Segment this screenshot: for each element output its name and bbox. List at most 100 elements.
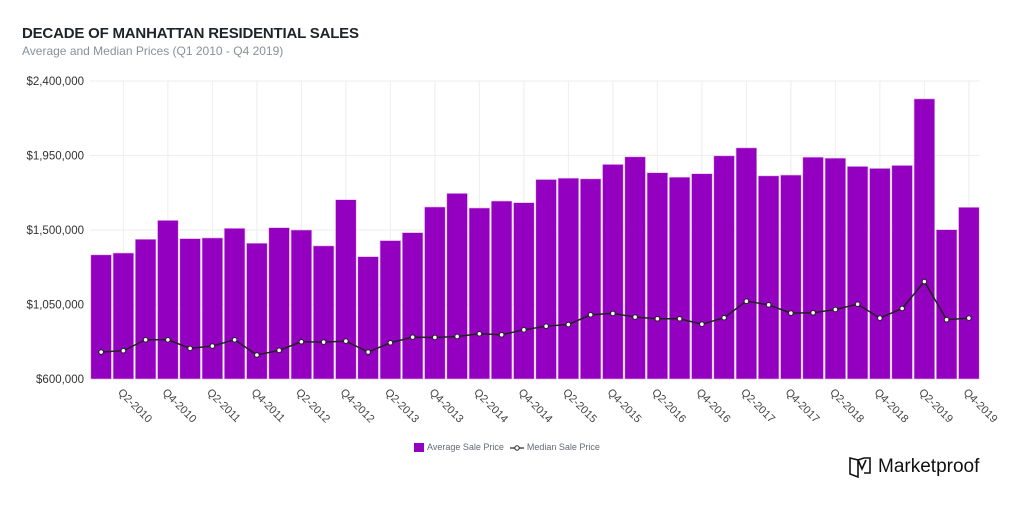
point-median-sale-price xyxy=(165,336,171,343)
x-tick-label: Q4-2018 xyxy=(872,387,911,426)
chart-plot: $600,000 $1,050,000 $1,500,000 $1,950,000 $2… xyxy=(26,76,1000,426)
bar-average-sale-price xyxy=(224,228,246,380)
bar-average-sale-price xyxy=(557,177,579,380)
point-median-sale-price xyxy=(142,336,149,343)
y-tick-label: $1,950,000 xyxy=(26,151,84,163)
point-median-sale-price xyxy=(721,314,727,321)
bar-average-sale-price xyxy=(401,232,424,380)
point-median-sale-price xyxy=(676,315,683,322)
point-median-sale-price xyxy=(387,339,394,346)
bar-average-sale-price xyxy=(335,199,357,380)
bar-average-sale-price xyxy=(802,156,824,380)
bar-average-sale-price xyxy=(135,238,157,380)
line-median-sale-price xyxy=(101,280,969,356)
y-tick-label: $2,400,000 xyxy=(26,76,84,88)
x-tick-label: Q2-2011 xyxy=(204,387,242,425)
chart-subtitle: Average and Median Prices (Q1 2010 - Q4 … xyxy=(22,44,284,58)
point-median-sale-price xyxy=(966,315,972,321)
bar-average-sale-price xyxy=(846,166,869,380)
bar-average-sale-price xyxy=(646,172,668,380)
point-median-sale-price xyxy=(899,305,905,312)
bar-average-sale-price xyxy=(713,155,735,380)
bar-average-sale-price xyxy=(268,227,290,380)
bar-average-sale-price xyxy=(290,229,312,380)
bar-average-sale-price xyxy=(201,237,224,380)
point-median-sale-price xyxy=(521,327,527,333)
x-tick-label: Q4-2019 xyxy=(961,387,1000,426)
y-tick-label: $1,500,000 xyxy=(26,225,84,237)
point-median-sale-price xyxy=(120,347,127,354)
bar-average-sale-price xyxy=(780,174,802,380)
bar-average-sale-price xyxy=(757,175,780,380)
point-median-sale-price xyxy=(454,333,460,340)
bar-average-sale-price xyxy=(468,207,490,380)
point-median-sale-price xyxy=(320,339,327,345)
point-median-sale-price xyxy=(765,302,772,308)
point-median-sale-price xyxy=(498,331,505,338)
legend-label: Average Sale Price xyxy=(427,442,504,452)
point-median-sale-price xyxy=(343,338,349,344)
y-tick-label: $600,000 xyxy=(36,374,84,386)
bar-average-sale-price xyxy=(513,202,535,380)
bar-average-sale-price xyxy=(958,207,980,380)
point-median-sale-price xyxy=(632,314,638,320)
x-tick-label: Q2-2017 xyxy=(738,387,777,426)
point-median-sale-price xyxy=(832,306,839,313)
x-tick-label: Q2-2015 xyxy=(560,387,599,426)
legend: Average Sale Price Median Sale Price xyxy=(414,442,600,453)
bar-average-sale-price xyxy=(157,220,179,380)
point-median-sale-price xyxy=(409,334,416,340)
bar-average-sale-price xyxy=(913,98,935,380)
bar-average-sale-price xyxy=(535,179,557,380)
x-tick-label: Q4-2015 xyxy=(605,387,644,426)
bar-average-sale-price xyxy=(312,245,335,380)
x-tick-label: Q2-2016 xyxy=(649,387,688,426)
legend-label: Median Sale Price xyxy=(526,442,600,453)
bar-average-sale-price xyxy=(424,206,446,380)
legend-swatch-bar-icon xyxy=(414,443,424,453)
bar-average-sale-price xyxy=(869,168,891,380)
x-tick-label: Q2-2012 xyxy=(293,387,332,426)
x-tick-label: Q4-2011 xyxy=(249,387,287,425)
point-median-sale-price xyxy=(543,323,549,329)
logo-text: Marketproof xyxy=(878,456,980,477)
point-median-sale-price xyxy=(788,310,794,316)
bar-average-sale-price xyxy=(891,165,913,380)
point-median-sale-price xyxy=(854,301,861,307)
point-median-sale-price xyxy=(565,321,572,328)
point-median-sale-price xyxy=(699,321,705,328)
bar-average-sale-price xyxy=(246,242,268,380)
point-median-sale-price xyxy=(476,331,483,337)
x-tick-label: Q2-2019 xyxy=(916,387,955,426)
bar-average-sale-price xyxy=(735,147,757,380)
bar-average-sale-price xyxy=(357,256,379,380)
bar-average-sale-price xyxy=(179,238,201,380)
point-median-sale-price xyxy=(365,349,371,355)
x-tick-label: Q4-2010 xyxy=(160,387,199,426)
legend-item-average[interactable]: Average Sale Price xyxy=(414,442,504,453)
point-median-sale-price xyxy=(943,316,950,323)
legend-item-median[interactable]: Median Sale Price xyxy=(509,442,600,453)
point-median-sale-price xyxy=(654,315,661,322)
point-median-sale-price xyxy=(743,298,750,304)
x-tick-label: Q4-2016 xyxy=(694,387,733,426)
point-median-sale-price xyxy=(98,349,104,355)
x-tick-label: Q2-2010 xyxy=(115,387,154,426)
x-tick-label: Q2-2018 xyxy=(827,387,866,426)
bar-average-sale-price xyxy=(935,229,958,380)
point-median-sale-price xyxy=(276,347,282,354)
x-tick-label: Q2-2013 xyxy=(382,387,421,426)
bar-average-sale-price xyxy=(379,240,401,380)
point-median-sale-price xyxy=(187,345,193,352)
point-median-sale-price xyxy=(810,309,816,316)
x-tick-label: Q4-2017 xyxy=(783,387,822,426)
point-median-sale-price xyxy=(209,343,216,349)
point-median-sale-price xyxy=(254,352,260,358)
x-tick-label: Q4-2013 xyxy=(427,387,466,426)
bar-average-sale-price xyxy=(490,200,513,380)
marketproof-logo: Marketproof xyxy=(848,455,979,479)
point-median-sale-price xyxy=(298,338,305,345)
chart-title: DECADE OF MANHATTAN RESIDENTIAL SALES xyxy=(22,25,359,42)
bar-average-sale-price xyxy=(90,254,112,380)
point-median-sale-price xyxy=(877,315,883,321)
